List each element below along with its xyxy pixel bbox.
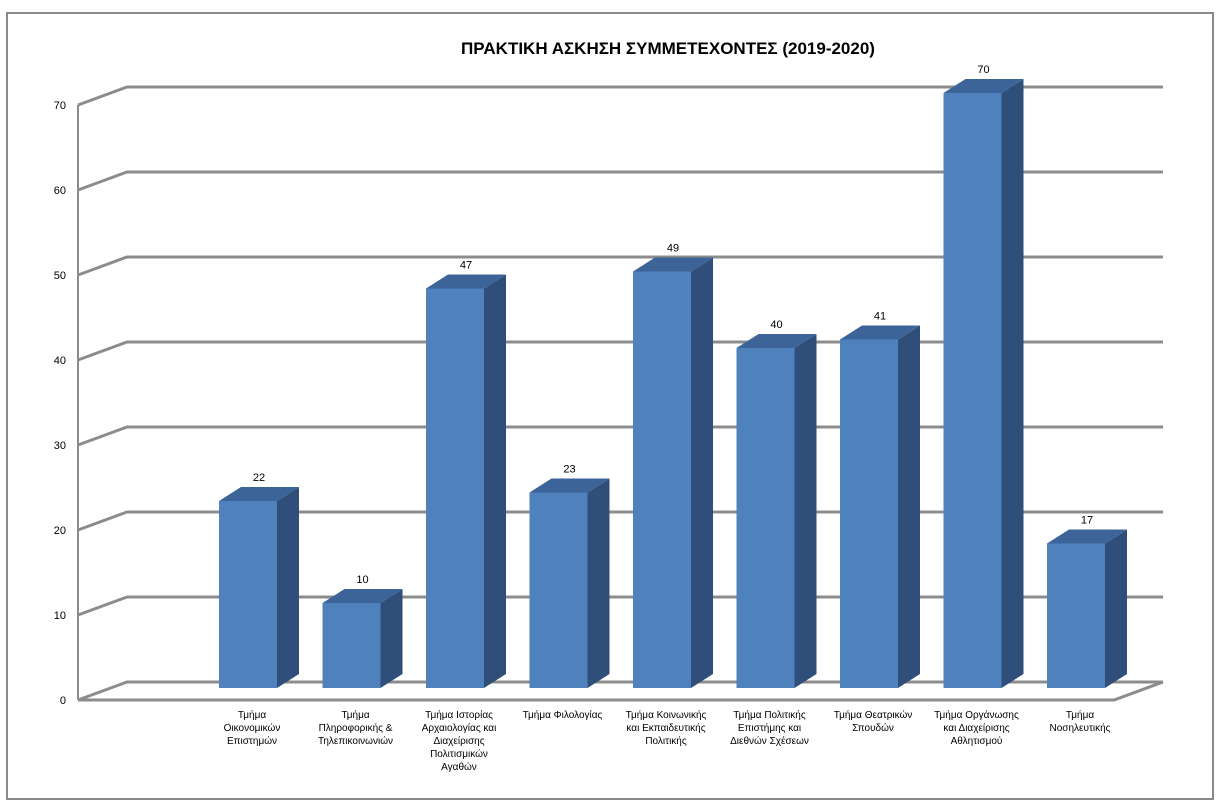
bar-side <box>1001 79 1024 688</box>
x-tick-label: Τμήμα Οργάνωσης και Διαχείρισης Αθλητισμ… <box>934 710 1019 747</box>
bar <box>322 589 403 688</box>
y-tick-label: 70 <box>54 100 66 112</box>
bar-top <box>219 487 299 501</box>
gridlines <box>77 85 1164 702</box>
bar <box>633 257 713 688</box>
data-label: 49 <box>667 243 679 255</box>
y-tick-label: 50 <box>54 270 66 282</box>
y-tick-label: 60 <box>54 185 66 197</box>
floor-edge <box>78 680 1164 702</box>
bar <box>840 325 920 688</box>
bar-front <box>633 271 691 688</box>
bar-front <box>736 348 795 688</box>
gridline <box>77 510 1163 532</box>
bar-side <box>691 257 713 688</box>
bar-front <box>840 339 898 688</box>
bar-side <box>484 274 506 688</box>
y-axis-ticks: 0 10 20 30 40 50 60 70 <box>54 100 66 707</box>
x-tick-label: Τμήμα Πολιτικής Επιστήμης και Διεθνών Σχ… <box>730 710 809 747</box>
gridline <box>77 595 1163 617</box>
y-tick-label: 10 <box>54 610 66 622</box>
bar-front <box>943 93 1002 688</box>
data-label: 23 <box>563 464 575 476</box>
bar-front <box>219 501 277 688</box>
x-tick-label: Τμήμα Θεατρικών Σπουδών <box>833 710 913 734</box>
bar-side <box>380 589 403 688</box>
bar-front <box>1047 543 1105 688</box>
bar-front <box>529 492 588 688</box>
bar-side <box>794 334 817 688</box>
bar <box>426 274 506 688</box>
bar-side <box>1105 529 1127 688</box>
data-labels: 22 10 47 23 49 40 41 70 17 <box>253 64 1093 586</box>
x-tick-label: Τμήμα Πληροφορικής & Τηλεπικοινωνιών <box>317 710 393 747</box>
bar-top <box>840 325 920 340</box>
bar-side <box>277 487 299 688</box>
gridline <box>77 425 1163 447</box>
x-tick-label: Τμήμα Κοινωνικής και Εκπαιδευτικής Πολιτ… <box>625 710 707 747</box>
y-tick-label: 20 <box>54 525 66 537</box>
gridline <box>77 170 1163 192</box>
data-label: 47 <box>460 260 472 272</box>
gridline <box>77 340 1163 362</box>
bar-top <box>943 79 1024 93</box>
bars <box>219 79 1127 688</box>
bar-side <box>587 478 610 688</box>
x-tick-label: Τμήμα Φιλολογίας <box>522 710 603 721</box>
y-tick-label: 0 <box>60 695 66 707</box>
y-tick-label: 40 <box>54 355 66 367</box>
bar-top <box>529 478 610 493</box>
bar-top <box>633 257 713 272</box>
bar-side <box>898 325 920 688</box>
data-label: 40 <box>770 319 782 331</box>
gridline <box>77 255 1163 277</box>
bar <box>529 478 610 688</box>
bar <box>219 487 299 688</box>
y-tick-label: 30 <box>54 440 66 452</box>
data-label: 70 <box>977 64 989 76</box>
bar-top <box>1047 529 1127 544</box>
chart-title: ΠΡΑΚΤΙΚΗ ΑΣΚΗΣΗ ΣΥΜΜΕΤΕΧΟΝΤΕΣ (2019-2020… <box>461 39 875 58</box>
data-label: 41 <box>874 311 886 323</box>
bar-front <box>426 288 484 688</box>
data-label: 22 <box>253 472 265 484</box>
bar <box>1047 529 1127 688</box>
bar-front <box>322 603 381 688</box>
bar-top <box>736 334 817 348</box>
bar-top <box>322 589 403 603</box>
bar <box>736 334 817 688</box>
data-label: 10 <box>356 574 368 586</box>
x-tick-label: Τμήμα Νοσηλευτικής <box>1049 710 1111 734</box>
x-tick-label: Τμήμα Οικονομικών Επιστημών <box>223 710 281 747</box>
data-label: 17 <box>1081 515 1093 527</box>
bar-top <box>426 274 506 289</box>
bar <box>943 79 1024 688</box>
gridline <box>77 85 1163 107</box>
x-tick-label: Τμήμα Ιστορίας Αρχαιολογίας και Διαχείρι… <box>421 710 497 773</box>
